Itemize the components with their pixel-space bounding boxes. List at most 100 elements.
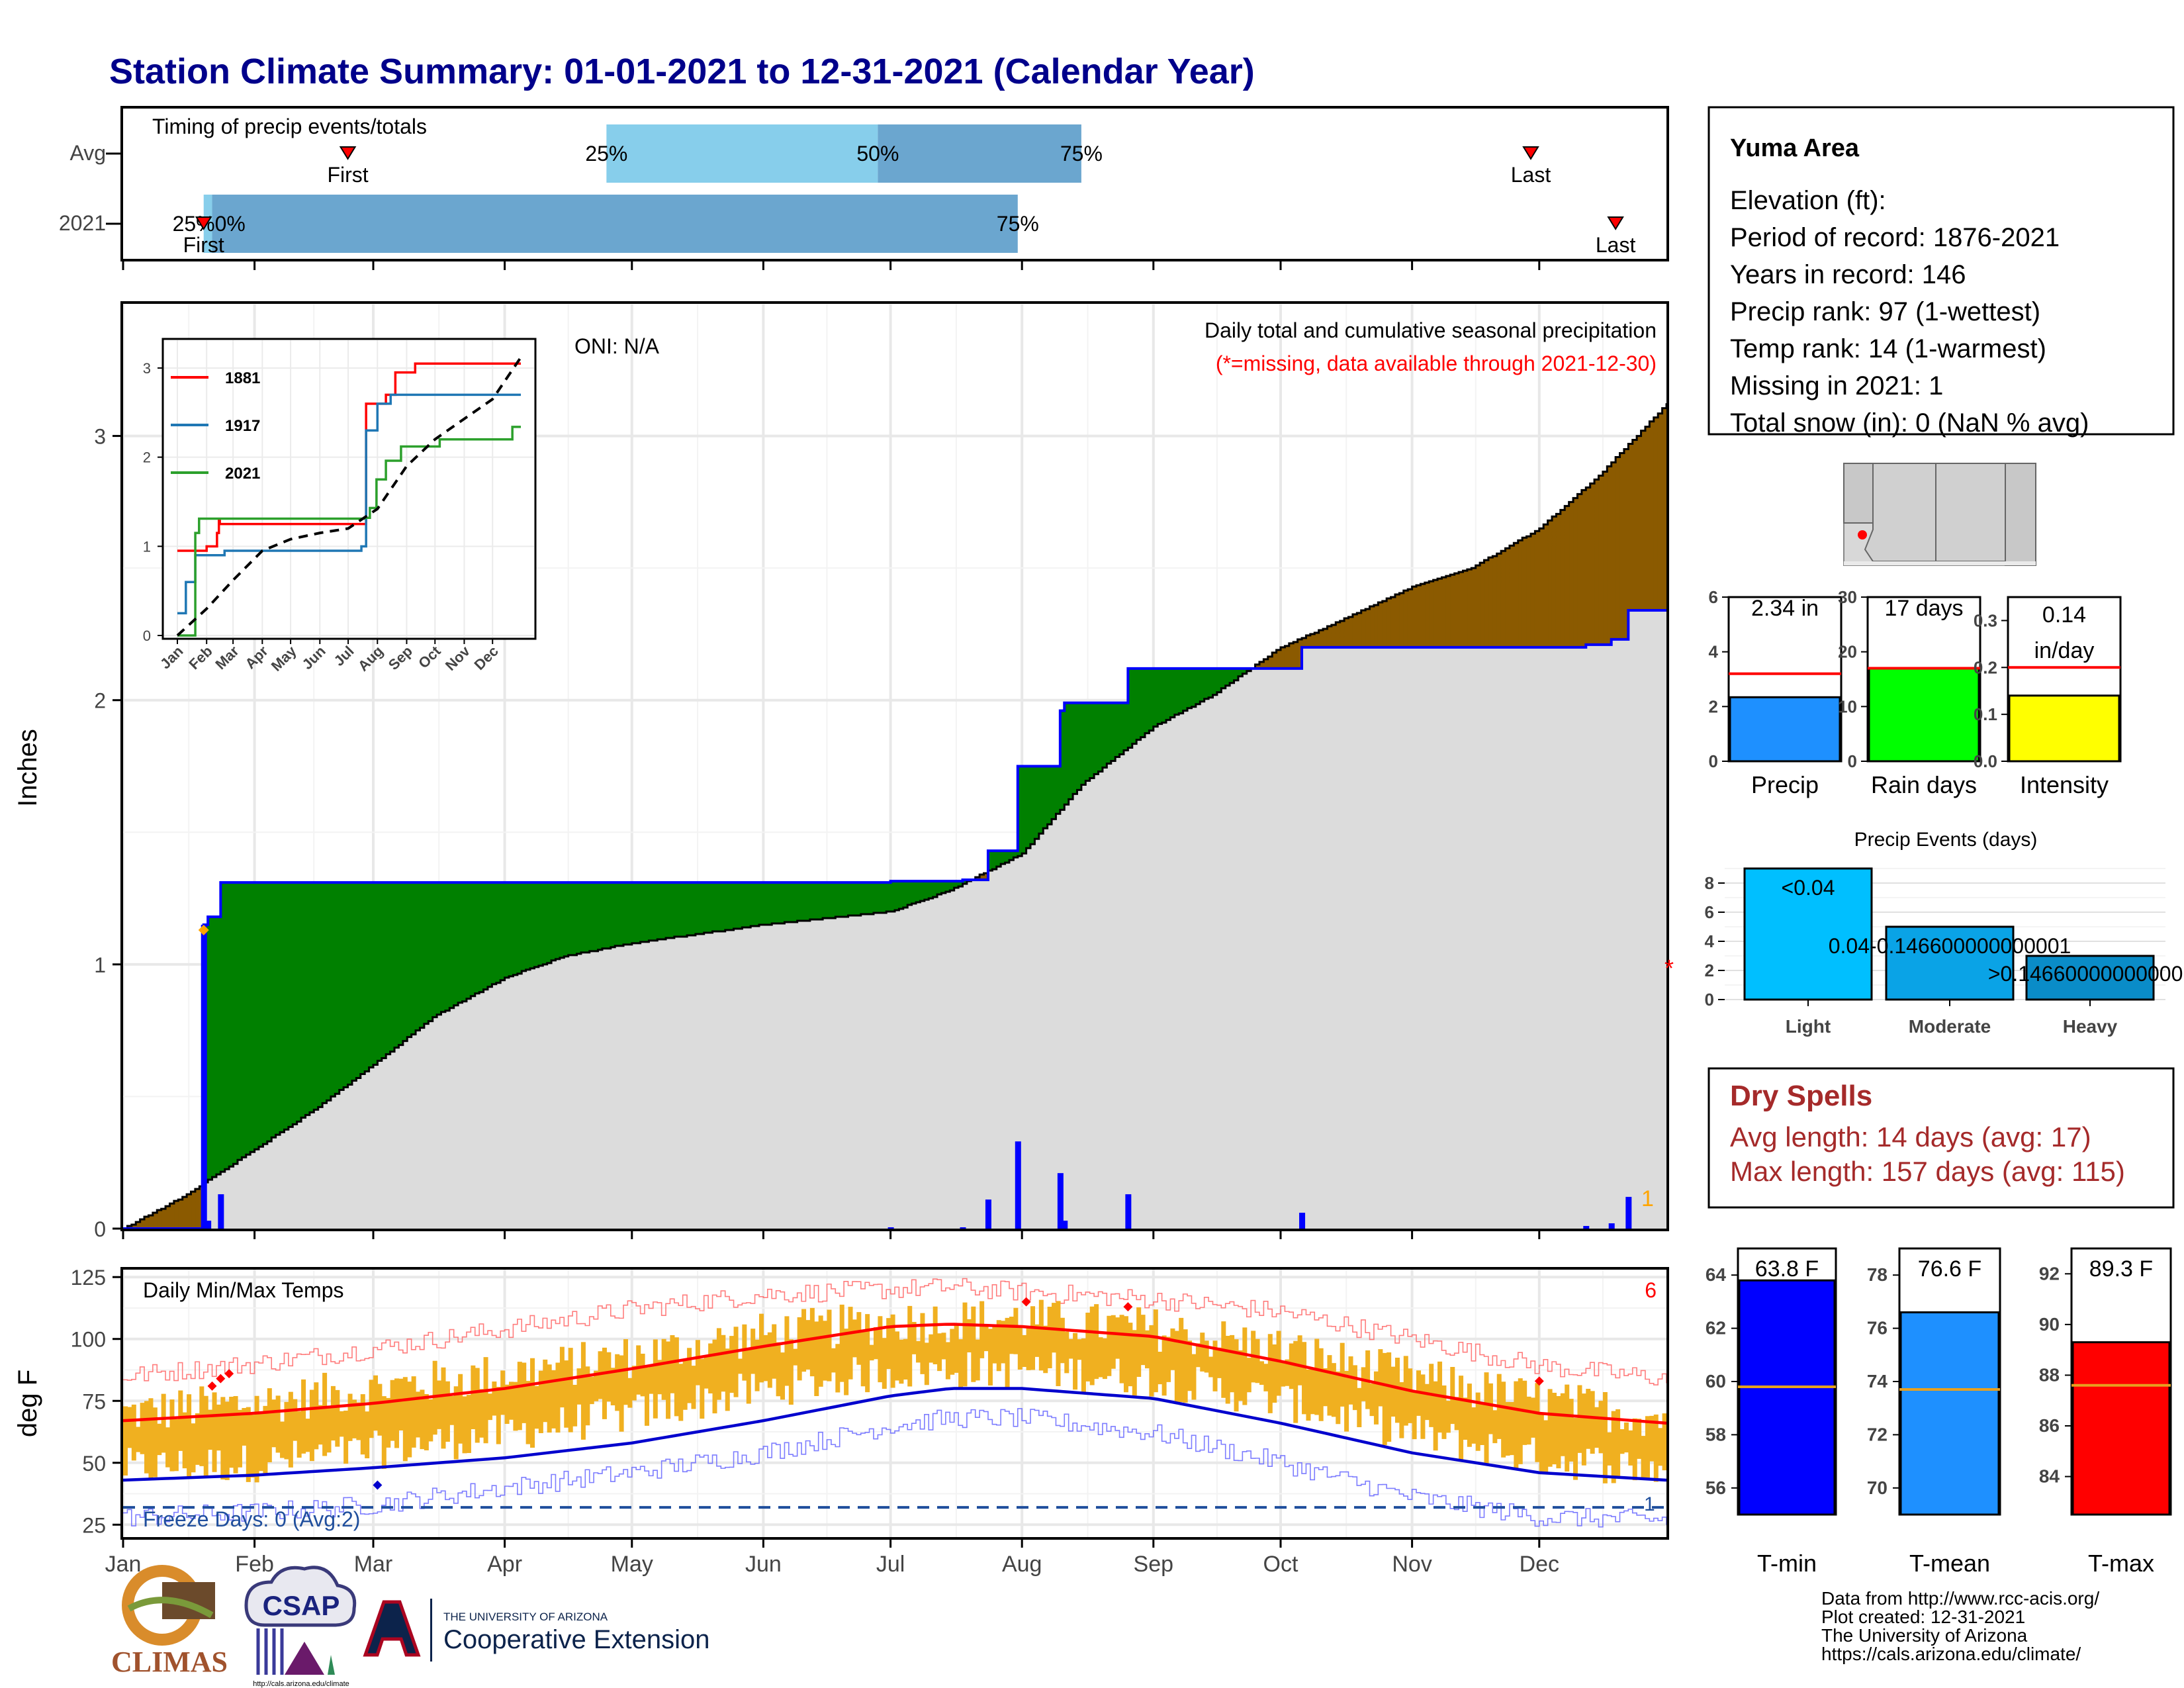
last-marker-icon — [1607, 216, 1624, 230]
last-label: Last — [1511, 163, 1551, 187]
season-value-label: 17 days — [1884, 596, 1963, 621]
station-detail-line: Missing in 2021: 1 — [1730, 371, 1943, 400]
timing-pct-label: 25% — [585, 142, 627, 165]
footer-line: https://cals.arizona.edu/climate/ — [1821, 1644, 2081, 1664]
timing-bar-q25-q50 — [606, 124, 878, 183]
timing-row-2021: 2021 — [59, 211, 106, 235]
timing-panel: 25% 50% 75% First Last 25%0% 75% First Last Timi… — [59, 106, 1669, 270]
month-label: Oct — [1263, 1552, 1298, 1577]
record-high-marker-icon — [1021, 1297, 1031, 1307]
daily-precip-bar — [1583, 1226, 1590, 1229]
freeze-count: 1 — [1644, 1493, 1655, 1515]
season-y-tick-label: 4 — [1709, 642, 1719, 662]
daily-precip-bar — [960, 1227, 966, 1229]
flag-count: 1 — [1641, 1186, 1654, 1211]
precip-title: Daily total and cumulative seasonal prec… — [1205, 318, 1657, 342]
events-y-tick-label: 4 — [1705, 931, 1715, 951]
csap-url: http://cals.arizona.edu/climate — [253, 1680, 349, 1688]
daily-precip-bar — [218, 1194, 224, 1229]
csap-rain-icon — [256, 1628, 284, 1675]
season-y-tick-label: 30 — [1838, 587, 1857, 607]
first-label: First — [183, 233, 224, 257]
precip-panel: 0 1 2 3 Inches Daily total and cumulative s… — [13, 301, 1674, 1241]
dry-spells-title: Dry Spells — [1730, 1080, 1872, 1112]
temp-bar-label: T-min — [1757, 1550, 1817, 1577]
temp-bar-y-tick-label: 58 — [1706, 1424, 1726, 1444]
season-value-label: 0.14 — [2042, 602, 2086, 628]
inset-y-tick-label: 0 — [143, 628, 151, 644]
precip-areas — [123, 403, 1666, 1229]
current-cumulative-line — [123, 609, 1666, 1229]
station-name: Yuma Area — [1730, 134, 1860, 162]
footer: Data from http://www.rcc-acis.org/Plot c… — [111, 1565, 2099, 1688]
arizona-a-icon — [363, 1600, 421, 1657]
map-state-arizona — [1864, 463, 1936, 562]
temp-y-tick-label: 125 — [71, 1266, 106, 1289]
season-y-tick-label: 0 — [1709, 751, 1718, 771]
temp-bar-value-label: 76.6 F — [1918, 1256, 1981, 1282]
events-y-tick-label: 6 — [1705, 902, 1714, 922]
temp-content — [123, 1278, 1666, 1528]
average-max-line — [123, 1323, 1666, 1425]
daily-precip-bar — [887, 1227, 894, 1229]
station-detail-line: Total snow (in): 0 (NaN % avg) — [1730, 408, 2089, 438]
daily-precip-bar — [1625, 1197, 1632, 1229]
temp-bar — [1899, 1311, 2000, 1516]
cumulative-fill — [123, 610, 1666, 1229]
season-y-tick-label: 0.3 — [1974, 610, 1997, 630]
average-min-line — [123, 1387, 1666, 1482]
events-y-tick-label: 8 — [1705, 873, 1714, 893]
daily-precip-bar — [1299, 1213, 1306, 1229]
record-max-line — [123, 1278, 1666, 1385]
daily-precip-bar — [1062, 1221, 1068, 1229]
daily-precip-bar — [985, 1199, 991, 1229]
season-value-label: in/day — [2034, 638, 2095, 663]
month-label: Dec — [1520, 1552, 1559, 1577]
temp-y-tick-label: 25 — [82, 1513, 106, 1537]
month-label: Apr — [487, 1552, 522, 1577]
inset-y-tick-label: 3 — [143, 360, 151, 377]
inset-legend-label: 2021 — [225, 465, 260, 483]
dry-spells-frame — [1707, 1067, 2175, 1209]
temp-y-tick-label: 50 — [82, 1452, 106, 1476]
inset-legend-label: 1881 — [225, 369, 260, 387]
month-label: Mar — [354, 1552, 393, 1577]
daily-precip-bar — [1608, 1223, 1615, 1229]
inset-average-line — [176, 356, 522, 637]
station-details: Elevation (ft): Period of record: 1876-20… — [1730, 186, 2089, 438]
inset-grid — [164, 340, 534, 637]
temp-bar-y-tick-label: 64 — [1706, 1264, 1727, 1285]
dry-spells-max: Max length: 157 days (avg: 115) — [1730, 1156, 2125, 1187]
record-high-marker-icon — [207, 1381, 217, 1391]
map-border-mexico — [1844, 561, 2036, 565]
inset-series-line — [177, 426, 521, 637]
location-map — [1843, 463, 2036, 566]
precip-y-tick-label: 1 — [94, 953, 106, 977]
temp-bar-y-tick-label: 74 — [1867, 1371, 1888, 1391]
dry-spells-box: Dry Spells Avg length: 14 days (avg: 17)… — [1707, 1067, 2175, 1209]
precip-frame — [120, 301, 1669, 1231]
map-state-east — [2005, 463, 2036, 566]
inset-series-line — [177, 393, 521, 615]
temp-bar-value-label: 63.8 F — [1755, 1256, 1819, 1282]
station-frame — [1707, 106, 2175, 436]
season-bar — [1729, 696, 1841, 763]
footer-credits: Data from http://www.rcc-acis.org/Plot c… — [1821, 1588, 2099, 1664]
timing-axis — [106, 152, 1541, 270]
csap-cactus-icon — [328, 1655, 335, 1675]
inset-legend: 1881 1917 2021 — [171, 369, 260, 483]
temp-y-tick-label: 75 — [82, 1389, 106, 1413]
temp-summary-bars: 56 58 60 62 64 63.8 F T-min 70 72 74 76 78 76.6 F T-m… — [1706, 1247, 2172, 1577]
station-info-box: Yuma Area Elevation (ft): Period of recor… — [1707, 106, 2175, 438]
precip-events-chart: Precip Events (days) 0 2 4 6 8 Light Moderate He… — [1705, 829, 2184, 1037]
flag-marker-icon — [198, 924, 209, 935]
inset-lines — [176, 356, 522, 637]
freeze-days-label: Freeze Days: 0 (Avg:2) — [143, 1507, 360, 1531]
station-detail-line: Precip rank: 97 (1-wettest) — [1730, 297, 2040, 326]
map-state-west — [1843, 463, 1874, 524]
temp-bar-y-tick-label: 84 — [2039, 1466, 2060, 1487]
oni-label: ONI: N/A — [574, 334, 660, 358]
temp-bar-y-tick-label: 90 — [2039, 1314, 2060, 1335]
